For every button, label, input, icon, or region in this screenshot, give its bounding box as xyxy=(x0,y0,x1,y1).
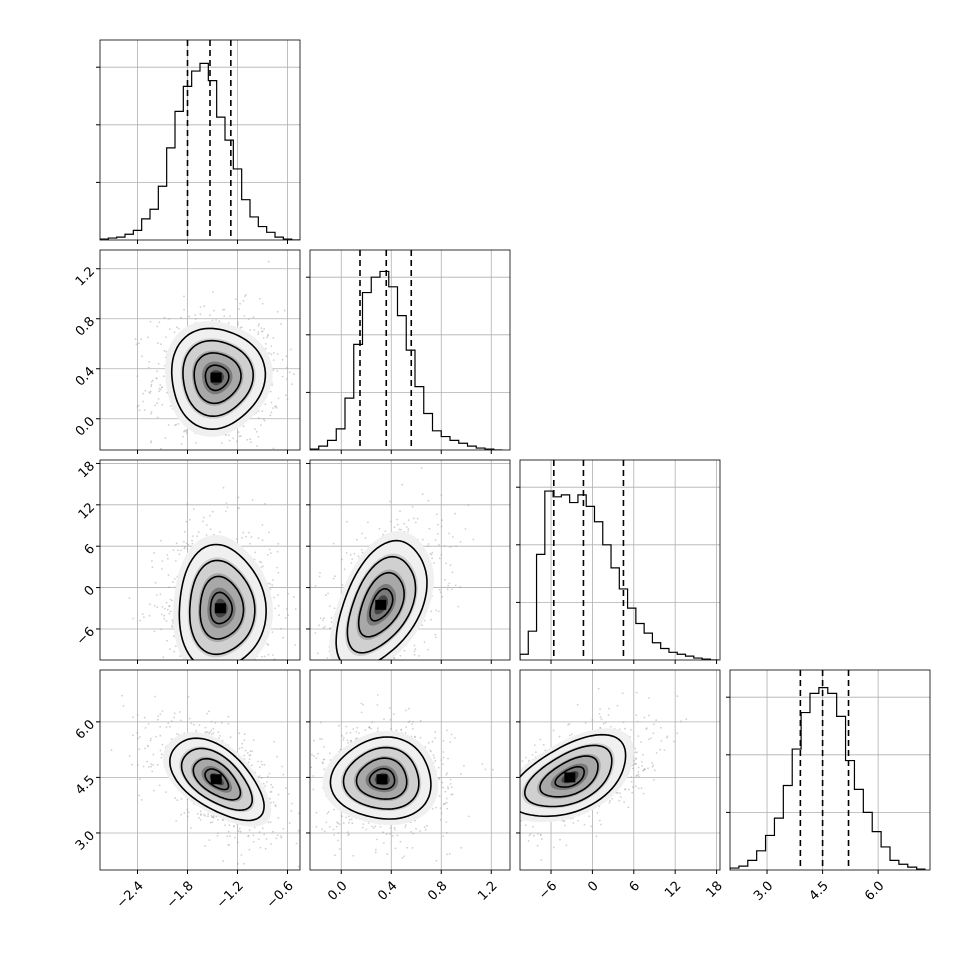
y-tick-label-p2: 18 xyxy=(76,459,98,481)
scatter-panel-p2-p3 xyxy=(443,670,720,874)
x-tick-label-p3: 6.0 xyxy=(862,879,887,904)
histogram-step xyxy=(100,63,300,240)
y-tick-label-p1: 0.4 xyxy=(73,364,98,389)
hist-panel-p1 xyxy=(306,250,510,454)
hist-panel-p3 xyxy=(726,670,930,874)
y-tick-label-p2: 12 xyxy=(76,500,98,522)
x-tick-label-p1: 0.0 xyxy=(325,879,350,904)
x-tick-label-p1: 0.8 xyxy=(425,879,450,904)
x-tick-label-p1: 1.2 xyxy=(475,879,500,904)
grid xyxy=(730,670,930,870)
y-tick-label-p2: 0 xyxy=(82,583,98,599)
x-tick-label-p0: −1.2 xyxy=(214,879,247,912)
x-tick-label-p0: −2.4 xyxy=(114,879,147,912)
scatter-panel-p0-p3 xyxy=(96,670,300,884)
density-peak xyxy=(564,772,575,782)
grid xyxy=(520,460,720,660)
x-tick-label-p2: 0 xyxy=(585,879,601,895)
x-tick-label-p2: 12 xyxy=(662,879,684,901)
hist-panel-p0 xyxy=(96,40,300,244)
histogram-step xyxy=(520,491,719,660)
density-peak xyxy=(375,600,386,610)
x-tick-label-p1: 0.4 xyxy=(375,879,400,904)
scatter-panel-p0-p1 xyxy=(89,250,313,520)
x-tick-label-p0: −0.6 xyxy=(264,879,297,912)
x-tick-label-p2: 18 xyxy=(704,879,726,901)
histogram-step xyxy=(730,688,926,870)
density-peak xyxy=(211,774,222,784)
y-tick-label-p3: 3.0 xyxy=(73,828,98,853)
x-tick-label-p3: 4.5 xyxy=(807,879,832,904)
panel-frame xyxy=(730,670,930,870)
density-peak xyxy=(377,774,388,784)
x-tick-label-p2: −6 xyxy=(536,879,560,903)
density-peak xyxy=(211,373,222,383)
y-tick-label-p3: 4.5 xyxy=(73,773,98,798)
y-tick-label-p2: 6 xyxy=(82,542,98,558)
density-peak xyxy=(215,603,226,613)
x-tick-label-p0: −1.8 xyxy=(164,879,197,912)
y-tick-label-p1: 1.2 xyxy=(73,264,98,289)
y-tick-label-p1: 0.0 xyxy=(73,414,98,439)
scatter-panel-p1-p2 xyxy=(283,451,510,730)
y-tick-label-p2: −6 xyxy=(74,624,98,648)
hist-panel-p2 xyxy=(516,460,720,664)
x-tick-label-p3: 3.0 xyxy=(751,879,776,904)
scatter-panel-p0-p2 xyxy=(96,460,315,730)
y-tick-label-p1: 0.8 xyxy=(73,314,98,339)
x-tick-label-p2: 6 xyxy=(627,879,643,895)
panel-frame xyxy=(520,460,720,660)
histogram-step xyxy=(310,271,503,450)
y-tick-label-p3: 6.0 xyxy=(73,717,98,742)
